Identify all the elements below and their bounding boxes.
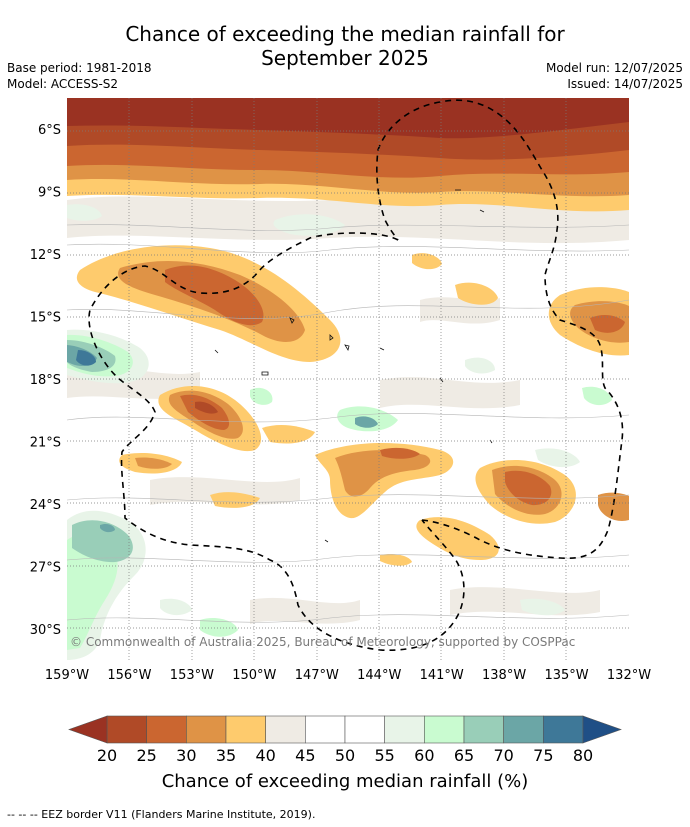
- colorbar-tick-label: 70: [493, 746, 513, 765]
- lon-tick-label: 132°W: [607, 668, 651, 683]
- colorbar-swatch: [146, 715, 187, 744]
- colorbar-low-extension: [68, 715, 108, 744]
- colorbar-tick-label: 55: [374, 746, 394, 765]
- colorbar-swatch: [344, 715, 385, 744]
- island-outlines: [214, 189, 493, 543]
- colorbar-swatch: [543, 715, 584, 744]
- eez-legend-note: -- -- -- EEZ border V11 (Flanders Marine…: [7, 808, 316, 821]
- colorbar-swatch: [106, 715, 147, 744]
- copyright-note: © Commonwealth of Australia 2025, Bureau…: [70, 635, 575, 649]
- colorbar-tick-label: 50: [335, 746, 355, 765]
- lon-tick-label: 135°W: [544, 668, 588, 683]
- title-line-2: September 2025: [261, 46, 429, 70]
- lat-tick-label: 30°S: [30, 623, 61, 638]
- lon-tick-label: 159°W: [45, 668, 89, 683]
- meta-left: Base period: 1981-2018 Model: ACCESS-S2: [7, 60, 152, 92]
- lon-tick-label: 150°W: [232, 668, 276, 683]
- colorbar-swatch: [225, 715, 266, 744]
- colorbar-tick-label: 30: [176, 746, 196, 765]
- lat-tick-label: 27°S: [30, 560, 61, 575]
- map-figure: © Commonwealth of Australia 2025, Bureau…: [30, 98, 651, 765]
- colorbar-swatch: [424, 715, 465, 744]
- lon-tick-label: 147°W: [295, 668, 339, 683]
- lat-tick-label: 9°S: [38, 186, 61, 201]
- colorbar: [68, 715, 622, 744]
- longitude-labels: 159°W 156°W 153°W 150°W 147°W 144°W 141°W 138°W…: [45, 668, 651, 683]
- lon-tick-label: 138°W: [482, 668, 526, 683]
- lat-tick-label: 21°S: [30, 435, 61, 450]
- colorbar-swatch: [265, 715, 306, 744]
- lon-tick-label: 144°W: [357, 668, 401, 683]
- base-period: Base period: 1981-2018: [7, 61, 152, 75]
- colorbar-tick-label: 65: [454, 746, 474, 765]
- map-grid: [67, 98, 629, 660]
- colorbar-tick-label: 60: [414, 746, 434, 765]
- model-run: Model run: 12/07/2025: [545, 61, 683, 75]
- colorbar-tick-label: 80: [573, 746, 593, 765]
- colorbar-swatch: [463, 715, 504, 744]
- colorbar-tick-label: 40: [255, 746, 275, 765]
- latitude-labels: 6°S 9°S 12°S 15°S 18°S 21°S 24°S 27°S 30°S: [30, 123, 61, 638]
- lat-tick-label: 6°S: [38, 123, 61, 138]
- lon-tick-label: 153°W: [170, 668, 214, 683]
- rainfall-fields: [67, 98, 629, 660]
- issued-date: Issued: 14/07/2025: [567, 77, 683, 91]
- colorbar-tick-label: 20: [97, 746, 117, 765]
- colorbar-tick-label: 35: [216, 746, 236, 765]
- lon-tick-label: 156°W: [107, 668, 151, 683]
- contour-lines: [67, 224, 629, 623]
- lat-tick-label: 18°S: [30, 373, 61, 388]
- model-name: Model: ACCESS-S2: [7, 77, 119, 91]
- colorbar-swatch: [503, 715, 544, 744]
- colorbar-ticks: 20 25 30 35 40 45 50 55 60 65 70 75 80: [97, 746, 593, 765]
- colorbar-swatch: [186, 715, 227, 744]
- map-title: Chance of exceeding the median rainfall …: [0, 22, 690, 70]
- meta-right: Model run: 12/07/2025 Issued: 14/07/2025: [546, 60, 683, 92]
- colorbar-tick-label: 75: [533, 746, 553, 765]
- lat-tick-label: 12°S: [30, 248, 61, 263]
- colorbar-tick-label: 45: [295, 746, 315, 765]
- colorbar-tick-label: 25: [136, 746, 156, 765]
- lat-tick-label: 15°S: [30, 311, 61, 326]
- title-line-1: Chance of exceeding the median rainfall …: [125, 22, 565, 46]
- colorbar-swatch: [305, 715, 346, 744]
- lon-tick-label: 141°W: [420, 668, 464, 683]
- eez-border: [88, 99, 624, 651]
- colorbar-high-extension: [582, 715, 622, 744]
- colorbar-swatch: [384, 715, 425, 744]
- lat-tick-label: 24°S: [30, 498, 61, 513]
- colorbar-title: Chance of exceeding median rainfall (%): [161, 771, 529, 792]
